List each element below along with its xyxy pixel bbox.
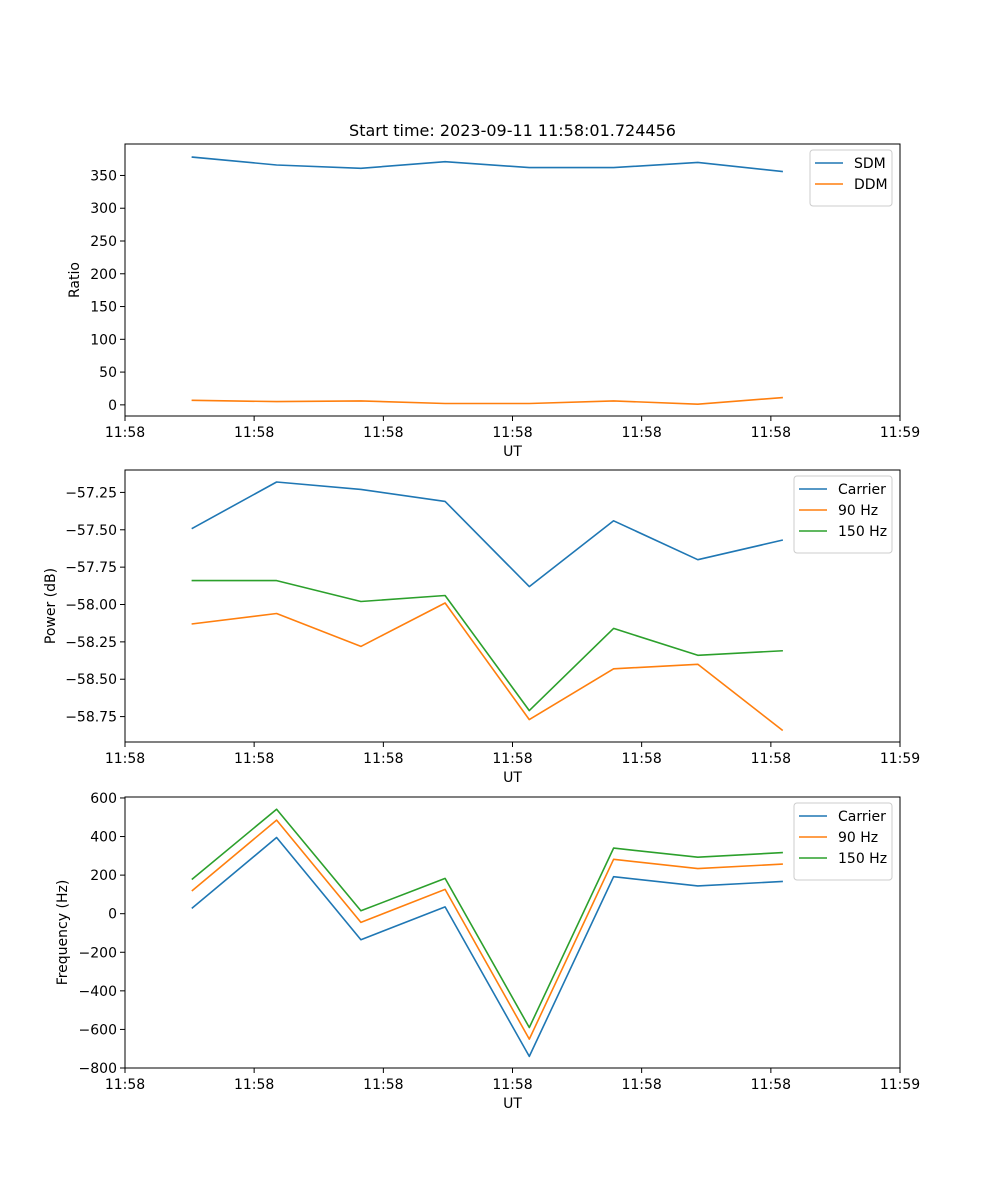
panel-2-legend-label-carrier: Carrier: [838, 482, 886, 498]
panel-3-y-tick-label: −200: [79, 945, 117, 961]
panel-1-x-tick-label: 11:59: [880, 425, 920, 441]
panel-3-x-axis-label: UT: [503, 1096, 522, 1112]
panel-1-x-tick-label: 11:58: [621, 425, 661, 441]
panel-3-legend: [793, 802, 893, 881]
panel-2-x-tick-label: 11:58: [751, 751, 791, 767]
panel-2-y-axis-label: Power (dB): [43, 568, 59, 644]
panel-3-x-tick-label: 11:58: [751, 1077, 791, 1093]
panel-1-x-axis-label: UT: [503, 444, 522, 460]
panel-1-legend: [809, 149, 893, 207]
panel-2-y-tick-label: −58.00: [65, 598, 117, 614]
panel-1: 11:58 11:58 11:58 11:58 11:58 11:58 11:59 0 50 10…: [67, 143, 920, 460]
chart-panels: 11:58 11:58 11:58 11:58 11:58 11:58 11:59 0 50 10…: [43, 143, 920, 1112]
panel-3-y-tick-label: −400: [79, 984, 117, 1000]
panel-3-series-90-hz-line: [191, 819, 783, 1040]
panel-2-x-tick-label: 11:58: [492, 751, 532, 767]
panel-1-y-tick-label: 150: [90, 300, 117, 316]
panel-2: 11:58 11:58 11:58 11:58 11:58 11:58 11:59 −57.2…: [43, 469, 920, 786]
panel-2-legend: [793, 475, 893, 554]
panel-1-y-tick-label: 350: [90, 168, 117, 184]
panel-1-y-tick-label: 0: [108, 398, 117, 414]
panel-3-x-tick-label: 11:58: [234, 1077, 274, 1093]
panel-2-x-tick-label: 11:58: [621, 751, 661, 767]
panel-2-y-tick-label: −57.25: [65, 485, 117, 501]
panel-3-legend-label-90-hz: 90 Hz: [838, 830, 878, 846]
panel-3-y-tick-label: 400: [90, 830, 117, 846]
panel-2-y-tick-label: −58.50: [65, 672, 117, 688]
panel-2-legend-label-150-hz: 150 Hz: [838, 524, 887, 540]
panel-2-y-tick-label: −57.50: [65, 523, 117, 539]
panel-3-series-carrier-line: [191, 836, 783, 1058]
panel-1-y-axis-label: Ratio: [67, 262, 83, 298]
panel-3-legend-label-carrier: Carrier: [838, 809, 886, 825]
panel-3-legend-label-150-hz: 150 Hz: [838, 851, 887, 867]
panel-3: 11:58 11:58 11:58 11:58 11:58 11:58 11:59 600 40…: [55, 791, 920, 1112]
panel-3-y-tick-label: 0: [108, 907, 117, 923]
panel-1-y-tick-label: 200: [90, 267, 117, 283]
panel-1-series-ddm-line: [191, 396, 783, 406]
panel-3-y-axis-label: Frequency (Hz): [55, 880, 71, 986]
panel-1-series-sdm-line: [191, 156, 783, 173]
panel-3-x-tick-label: 11:59: [880, 1077, 920, 1093]
panel-2-series-90-hz-line: [191, 602, 784, 732]
chart-title: Start time: 2023-09-11 11:58:01.724456: [349, 121, 676, 140]
panel-1-y-tick-label: 300: [90, 201, 117, 217]
panel-2-series-carrier-line: [191, 481, 784, 588]
panel-2-x-tick-label: 11:59: [880, 751, 920, 767]
panel-1-x-tick-label: 11:58: [363, 425, 403, 441]
panel-3-x-tick-label: 11:58: [621, 1077, 661, 1093]
panel-2-x-tick-label: 11:58: [105, 751, 145, 767]
panel-3-x-tick-label: 11:58: [363, 1077, 403, 1093]
panel-3-x-tick-label: 11:58: [492, 1077, 532, 1093]
panel-2-x-tick-label: 11:58: [363, 751, 403, 767]
panel-1-x-tick-label: 11:58: [751, 425, 791, 441]
panel-3-y-tick-label: −800: [79, 1061, 117, 1077]
panel-2-legend-label-90-hz: 90 Hz: [838, 503, 878, 519]
panel-2-y-tick-label: −58.25: [65, 635, 117, 651]
panel-1-x-tick-label: 11:58: [492, 425, 532, 441]
panel-2-x-axis-label: UT: [503, 770, 522, 786]
panel-3-x-tick-label: 11:58: [105, 1077, 145, 1093]
panel-2-series-150-hz-line: [191, 579, 783, 712]
panel-1-y-tick-label: 250: [90, 234, 117, 250]
panel-2-y-tick-label: −58.75: [65, 710, 117, 726]
panel-3-y-tick-label: 600: [90, 791, 117, 807]
panel-3-series-150-hz-line: [191, 808, 783, 1029]
panel-3-y-tick-label: 200: [90, 868, 117, 884]
panel-1-x-tick-label: 11:58: [105, 425, 145, 441]
panel-1-x-tick-label: 11:58: [234, 425, 274, 441]
panel-1-y-tick-label: 100: [90, 332, 117, 348]
panel-1-legend-label-sdm: SDM: [854, 156, 886, 172]
panel-2-y-tick-label: −57.75: [65, 560, 117, 576]
panel-1-legend-label-ddm: DDM: [854, 177, 888, 193]
panel-2-x-tick-label: 11:58: [234, 751, 274, 767]
panel-3-y-tick-label: −600: [79, 1022, 117, 1038]
panel-1-y-tick-label: 50: [99, 365, 117, 381]
